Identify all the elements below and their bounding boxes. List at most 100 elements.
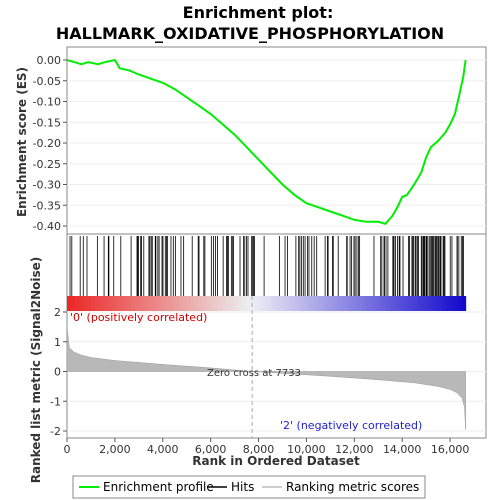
color-bar-segment xyxy=(421,296,427,311)
color-bar-segment xyxy=(182,296,188,311)
color-bar-segment xyxy=(413,296,419,311)
color-bar-segment xyxy=(274,296,279,311)
metric-y-axis-label: Ranked list metric (Signal2Noise) xyxy=(29,257,43,484)
color-bar-segment xyxy=(70,296,76,311)
es-y-tick-label: -0.15 xyxy=(33,116,61,129)
color-bar-segment xyxy=(377,296,383,311)
color-bar-segment xyxy=(322,296,327,311)
color-bar-segment xyxy=(354,296,359,311)
x-tick-label: 12,000 xyxy=(335,443,374,456)
color-bar-segment xyxy=(230,296,235,311)
color-bar-segment xyxy=(302,296,307,311)
color-bar-segment xyxy=(282,296,287,311)
color-bar-segment xyxy=(258,296,263,311)
es-y-tick-label: 0.00 xyxy=(37,54,62,67)
es-y-tick-label: -0.25 xyxy=(33,158,61,171)
legend-hits-label: Hits xyxy=(231,480,254,494)
metric-y-tick-label: 0 xyxy=(54,366,61,379)
legend-ranking-label: Ranking metric scores xyxy=(286,480,419,494)
color-bar-segment xyxy=(425,296,431,311)
color-bar-segment xyxy=(174,296,180,311)
color-bar-segment xyxy=(106,296,112,311)
color-bar-segment xyxy=(334,296,339,311)
color-bar-segment xyxy=(433,296,439,311)
color-bar-segment xyxy=(286,296,291,311)
color-bar-segment xyxy=(381,296,387,311)
color-bar-segment xyxy=(234,296,239,311)
color-bar-segment xyxy=(369,296,375,311)
color-bar-segment xyxy=(138,296,144,311)
color-bar-segment xyxy=(405,296,411,311)
metric-y-tick-label: 1 xyxy=(54,336,61,349)
rank-color-bar xyxy=(67,296,467,311)
color-bar-segment xyxy=(461,296,467,311)
color-bar-segment xyxy=(342,296,347,311)
color-bar-segment xyxy=(67,296,72,311)
color-bar-segment xyxy=(222,296,227,311)
color-bar-segment xyxy=(254,296,259,311)
color-bar-segment xyxy=(74,296,80,311)
es-y-tick-label: -0.05 xyxy=(33,75,61,88)
es-y-ticks: 0.00 -0.05 -0.10 -0.15 -0.20 -0.25 -0.30 -0.35 -… xyxy=(33,54,67,233)
negative-correlation-label: '2' (negatively correlated) xyxy=(280,419,422,432)
color-bar-segment xyxy=(417,296,423,311)
legend-enrichment-label: Enrichment profile xyxy=(103,480,214,494)
color-bar-segment xyxy=(146,296,152,311)
color-bar-segment xyxy=(166,296,172,311)
es-y-tick-label: -0.10 xyxy=(33,96,61,109)
color-bar-segment xyxy=(358,296,363,311)
color-bar-segment xyxy=(142,296,148,311)
color-bar-segment xyxy=(270,296,275,311)
color-bar-segment xyxy=(210,296,215,311)
color-bar-segment xyxy=(346,296,351,311)
color-bar-segment xyxy=(429,296,435,311)
es-gridlines xyxy=(67,59,486,227)
color-bar-segment xyxy=(206,296,212,311)
color-bar-segment xyxy=(82,296,88,311)
enrichment-profile-line xyxy=(66,58,467,226)
zero-cross-label: Zero cross at 7733 xyxy=(207,368,301,379)
color-bar-segment xyxy=(385,296,391,311)
color-bar-segment xyxy=(126,296,132,311)
positive-correlation-label: '0' (positively correlated) xyxy=(70,311,207,324)
legend-box xyxy=(72,475,426,499)
color-bar-segment xyxy=(110,296,116,311)
color-bar-segment xyxy=(306,296,311,311)
es-y-tick-label: -0.35 xyxy=(33,199,61,212)
es-y-tick-label: -0.30 xyxy=(33,179,61,192)
color-bar-segment xyxy=(98,296,104,311)
color-bar-segment xyxy=(389,296,395,311)
color-bar-segment xyxy=(150,296,156,311)
x-tick-label: 6,000 xyxy=(195,443,227,456)
es-panel-frame xyxy=(66,46,487,235)
color-bar-segment xyxy=(338,296,343,311)
metric-y-tick-label: -1 xyxy=(50,395,61,408)
color-bar-segment xyxy=(298,296,303,311)
color-bar-segment xyxy=(102,296,108,311)
color-bar-segment xyxy=(130,296,136,311)
x-tick-label: 10,000 xyxy=(287,443,326,456)
color-bar-segment xyxy=(310,296,315,311)
x-tick-label: 4,000 xyxy=(147,443,179,456)
color-bar-segment xyxy=(186,296,192,311)
color-bar-segment xyxy=(202,296,208,311)
chart-title-line2: HALLMARK_OXIDATIVE_PHOSPHORYLATION xyxy=(56,24,444,43)
color-bar-segment xyxy=(314,296,319,311)
color-bar-segment xyxy=(190,296,196,311)
color-bar-segment xyxy=(294,296,299,311)
color-bar-segment xyxy=(445,296,451,311)
color-bar-segment xyxy=(162,296,168,311)
color-bar-segment xyxy=(401,296,407,311)
metric-y-tick-label: -2 xyxy=(50,425,61,438)
es-y-axis-label: Enrichment score (ES) xyxy=(15,67,29,217)
color-bar-segment xyxy=(361,296,367,311)
color-bar-segment xyxy=(218,296,223,311)
color-bar-segment xyxy=(373,296,379,311)
color-bar-segment xyxy=(397,296,403,311)
color-bar-segment xyxy=(266,296,271,311)
color-bar-segment xyxy=(449,296,455,311)
ranking-metric-area xyxy=(66,326,466,430)
color-bar-segment xyxy=(86,296,92,311)
x-tick-label: 16,000 xyxy=(431,443,470,456)
